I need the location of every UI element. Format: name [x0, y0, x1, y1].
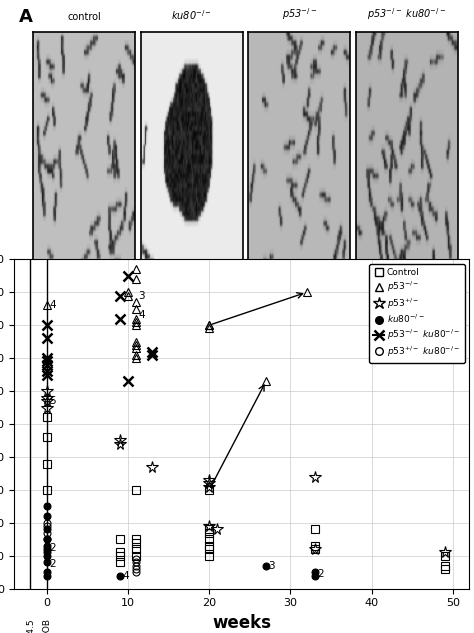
Text: 4: 4 [122, 570, 129, 580]
Text: E14.5: E14.5 [26, 618, 35, 633]
Text: 4: 4 [138, 310, 145, 320]
Text: 2: 2 [49, 542, 56, 553]
Text: 3: 3 [269, 561, 275, 570]
Text: control: control [67, 12, 101, 22]
X-axis label: weeks: weeks [212, 614, 271, 632]
Text: 5: 5 [49, 396, 56, 406]
Text: 2: 2 [49, 559, 56, 569]
Text: DOB: DOB [42, 618, 51, 633]
Legend: Control, $p53^{-/-}$, $p53^{+/-}$, $ku80^{-/-}$, $p53^{-/-}$ $ku80^{-/-}$, $p53^: Control, $p53^{-/-}$, $p53^{+/-}$, $ku80… [369, 264, 465, 363]
Text: 2: 2 [317, 569, 324, 579]
Text: p53$^{-/-}$: p53$^{-/-}$ [282, 6, 317, 22]
Text: 4: 4 [49, 301, 56, 310]
Text: ku80$^{-/-}$: ku80$^{-/-}$ [172, 8, 212, 22]
Text: 3: 3 [138, 291, 145, 301]
Text: A: A [19, 8, 33, 26]
Text: p53$^{-/-}$ ku80$^{-/-}$: p53$^{-/-}$ ku80$^{-/-}$ [367, 6, 447, 22]
